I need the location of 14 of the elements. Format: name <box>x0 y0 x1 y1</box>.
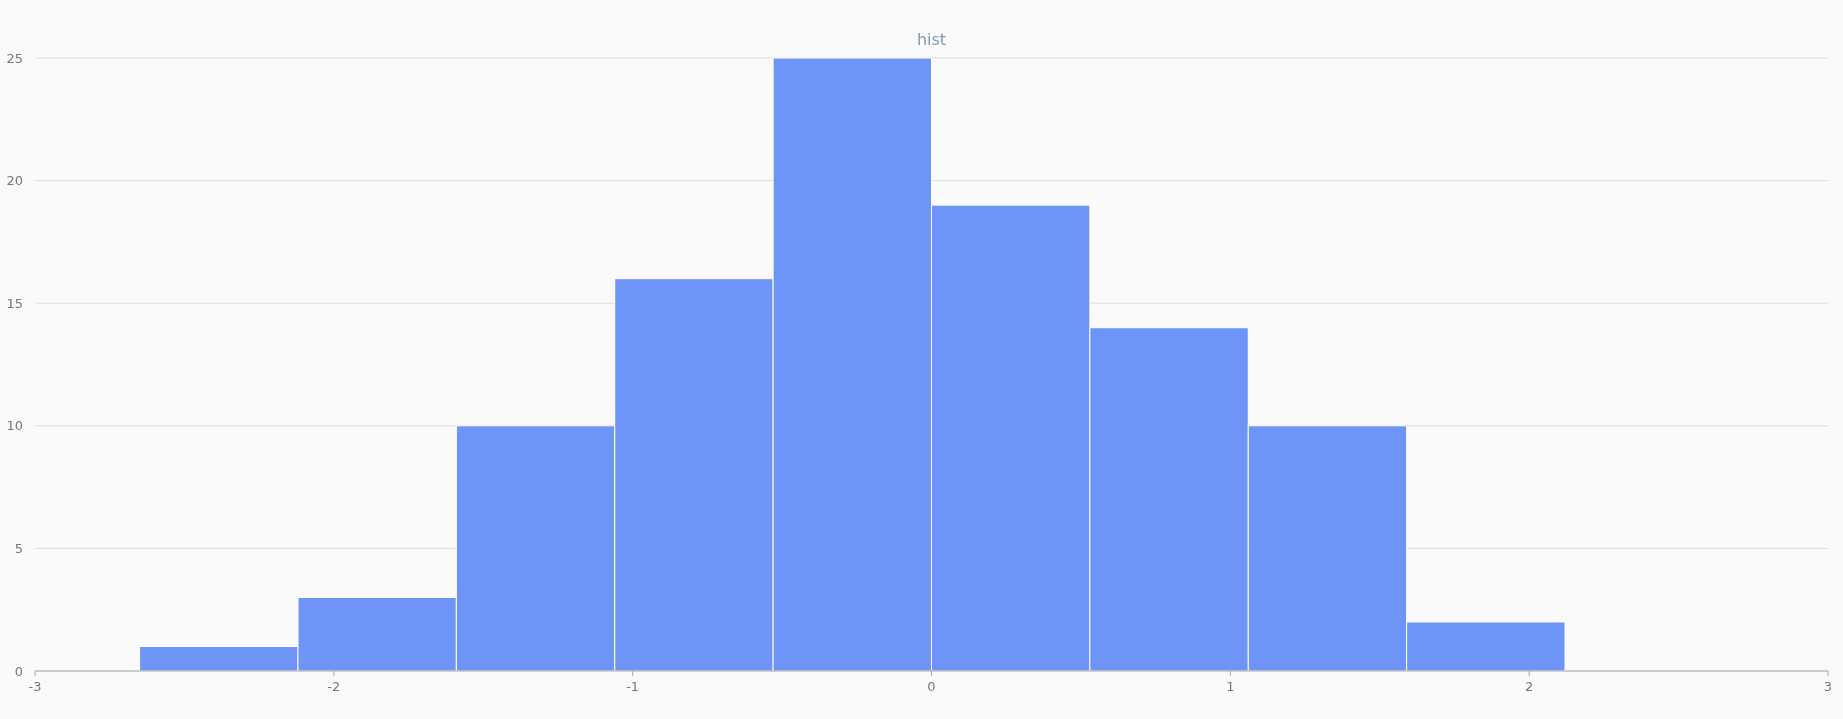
y-tick-label: 25 <box>6 50 23 66</box>
y-tick-label: 10 <box>6 418 23 434</box>
y-tick-label: 0 <box>14 663 23 679</box>
x-tick-label: 3 <box>1823 679 1833 694</box>
x-tick-label: 1 <box>1226 679 1235 694</box>
chart-title: hist <box>916 29 947 49</box>
y-tick-label: 20 <box>6 173 23 189</box>
x-tick-label: 2 <box>1525 679 1534 694</box>
x-tick-label: -3 <box>28 679 42 694</box>
x-tick-label: -1 <box>626 679 640 694</box>
y-tick-label: 5 <box>14 540 23 556</box>
x-tick-label: -2 <box>327 679 341 694</box>
y-tick-label: 15 <box>6 295 23 311</box>
x-tick-label: 0 <box>927 679 936 694</box>
